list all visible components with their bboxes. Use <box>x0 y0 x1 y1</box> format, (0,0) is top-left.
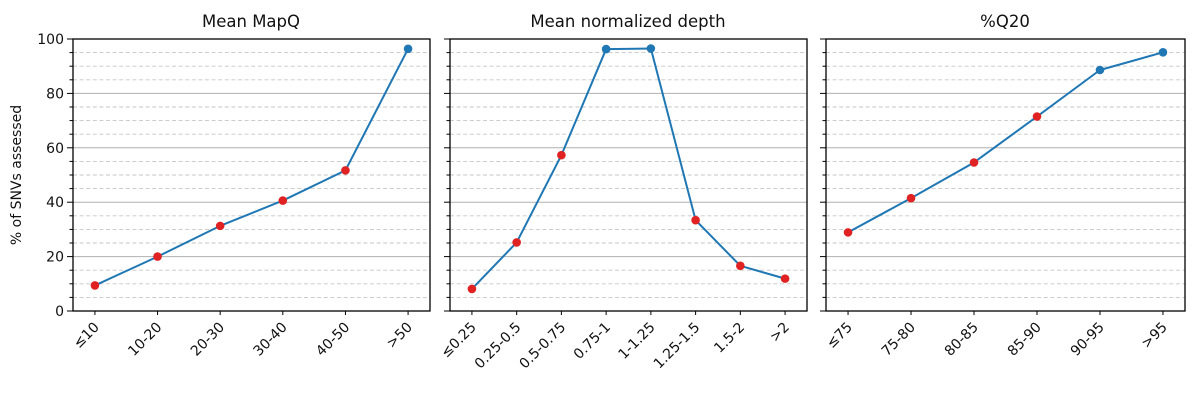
data-line <box>847 51 1164 234</box>
x-tick-label: >50 <box>384 320 416 352</box>
data-point <box>90 281 100 290</box>
x-tick-label: 1-1.25 <box>615 320 658 363</box>
data-point <box>906 193 916 203</box>
data-point <box>557 150 566 160</box>
data-point <box>153 252 162 261</box>
x-tick-label: 1.5-2 <box>711 320 748 357</box>
y-tick-label: 40 <box>46 195 64 211</box>
y-axis-label: % of SNVs assessed <box>9 104 25 246</box>
data-point <box>341 166 350 175</box>
x-tick-label: >95 <box>1139 320 1171 352</box>
y-tick-label: 60 <box>46 141 64 157</box>
y-tick-label: 0 <box>55 304 64 320</box>
x-tick-label: 0.5-0.75 <box>517 320 570 373</box>
x-tick-label: 0.25-0.5 <box>472 320 525 373</box>
x-tick-label: 75-80 <box>879 320 919 360</box>
axes-spines <box>825 38 1186 312</box>
data-point <box>467 284 477 294</box>
x-tick-label: 20-30 <box>188 320 228 360</box>
chart-title-mean-mapq: Mean MapQ <box>201 12 301 31</box>
data-point <box>512 238 521 247</box>
x-tick-label: 1.25-1.5 <box>651 320 704 373</box>
data-line <box>94 48 409 287</box>
data-line <box>471 47 786 290</box>
data-point <box>843 228 853 237</box>
data-point <box>215 221 225 231</box>
data-point <box>691 215 700 225</box>
subplot-pct-q20: ≤75 75-80 80-85 85-90 90-95 >95 <box>820 38 1186 360</box>
x-tick-label: 30-40 <box>251 320 291 360</box>
x-tick-label: 85-90 <box>1005 320 1045 360</box>
x-tick-label: 40-50 <box>313 320 353 360</box>
x-tick-label: 0.75-1 <box>571 320 614 363</box>
x-tick-label: ≤75 <box>824 320 856 352</box>
axes-spines <box>72 38 431 312</box>
x-tick-label: 10-20 <box>125 320 165 360</box>
axes-spines <box>449 38 808 312</box>
subplot-mean-mapq: 0 20 40 60 80 100 ≤10 10-20 20-30 30-40 40-50 >50 <box>37 32 431 360</box>
y-tick-label: 80 <box>46 86 64 102</box>
subplot-mean-normalized-depth: ≤0.250.25-0.50.5-0.75 0.75-1 1-1.251.25-1.… <box>438 38 808 373</box>
data-point <box>403 44 413 54</box>
data-point <box>1095 65 1105 75</box>
x-tick-label: ≤10 <box>71 320 103 352</box>
data-point <box>969 158 979 167</box>
chart-title-pct-q20: %Q20 <box>980 12 1030 31</box>
x-tick-label: 80-85 <box>942 320 982 360</box>
x-tick-label: 90-95 <box>1068 320 1108 360</box>
data-point <box>601 44 611 54</box>
data-point <box>736 261 745 271</box>
data-point <box>1032 112 1042 121</box>
x-tick-label: ≤0.25 <box>438 320 480 362</box>
x-tick-label: >2 <box>767 320 793 346</box>
data-point <box>780 274 790 283</box>
chart-title-mean-normalized-depth: Mean normalized depth <box>530 12 726 31</box>
y-tick-label: 100 <box>37 32 64 48</box>
data-point <box>646 44 656 53</box>
data-point <box>278 196 288 205</box>
y-tick-label: 20 <box>46 250 64 266</box>
data-point <box>1158 48 1168 57</box>
